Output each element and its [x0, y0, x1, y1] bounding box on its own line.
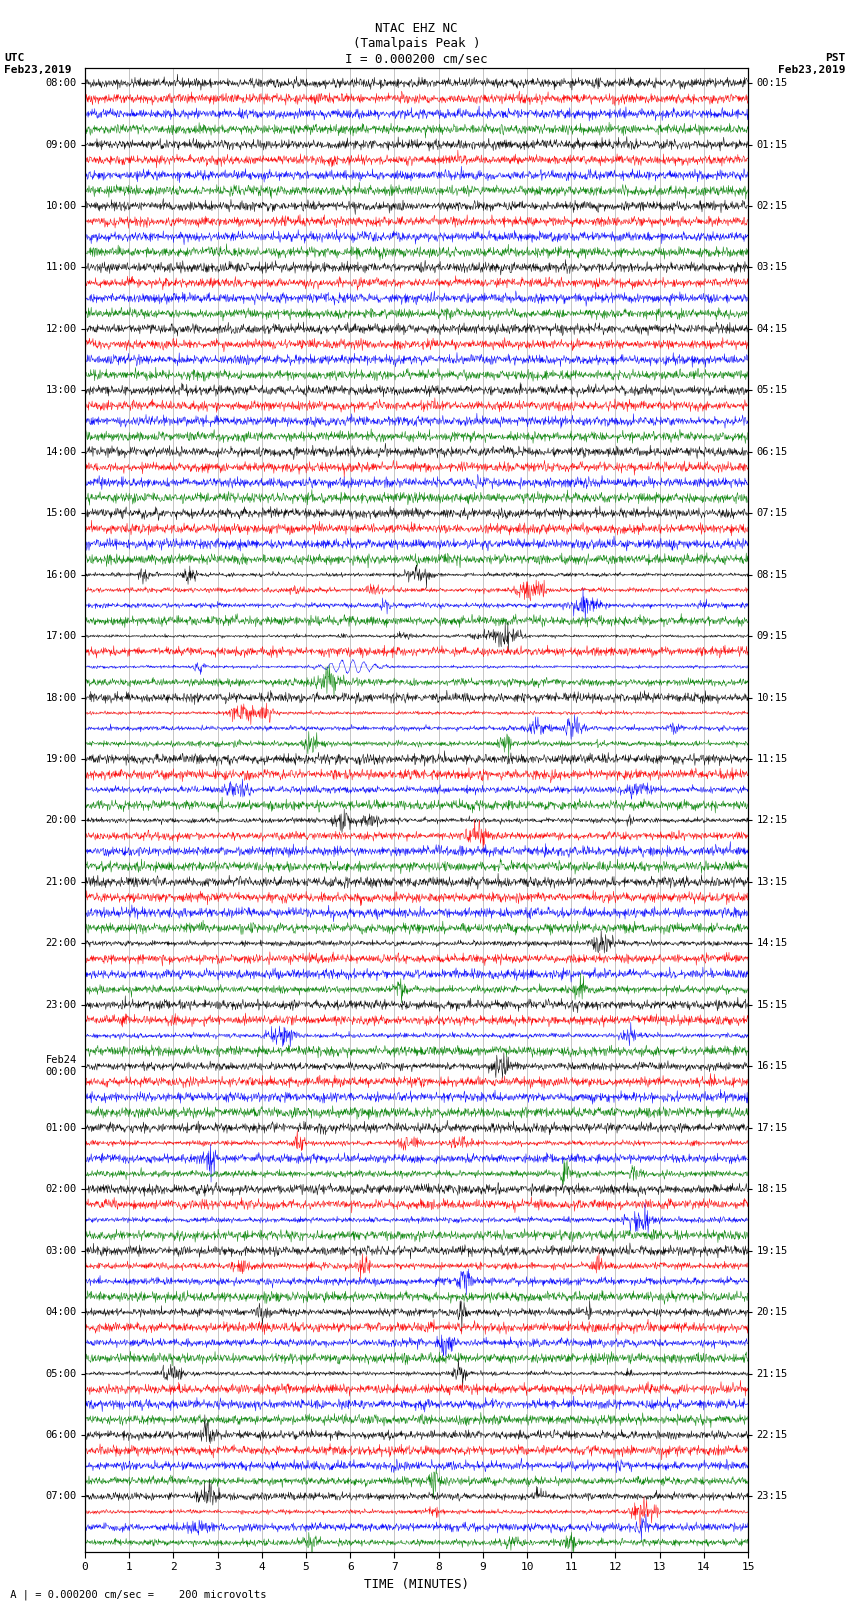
Text: PST: PST: [825, 53, 846, 63]
Text: Feb23,2019: Feb23,2019: [4, 65, 71, 74]
X-axis label: TIME (MINUTES): TIME (MINUTES): [364, 1578, 469, 1590]
Text: Feb23,2019: Feb23,2019: [779, 65, 846, 74]
Text: UTC: UTC: [4, 53, 25, 63]
Title: NTAC EHZ NC
(Tamalpais Peak )
I = 0.000200 cm/sec: NTAC EHZ NC (Tamalpais Peak ) I = 0.0002…: [345, 23, 488, 65]
Text: A | = 0.000200 cm/sec =    200 microvolts: A | = 0.000200 cm/sec = 200 microvolts: [4, 1589, 267, 1600]
